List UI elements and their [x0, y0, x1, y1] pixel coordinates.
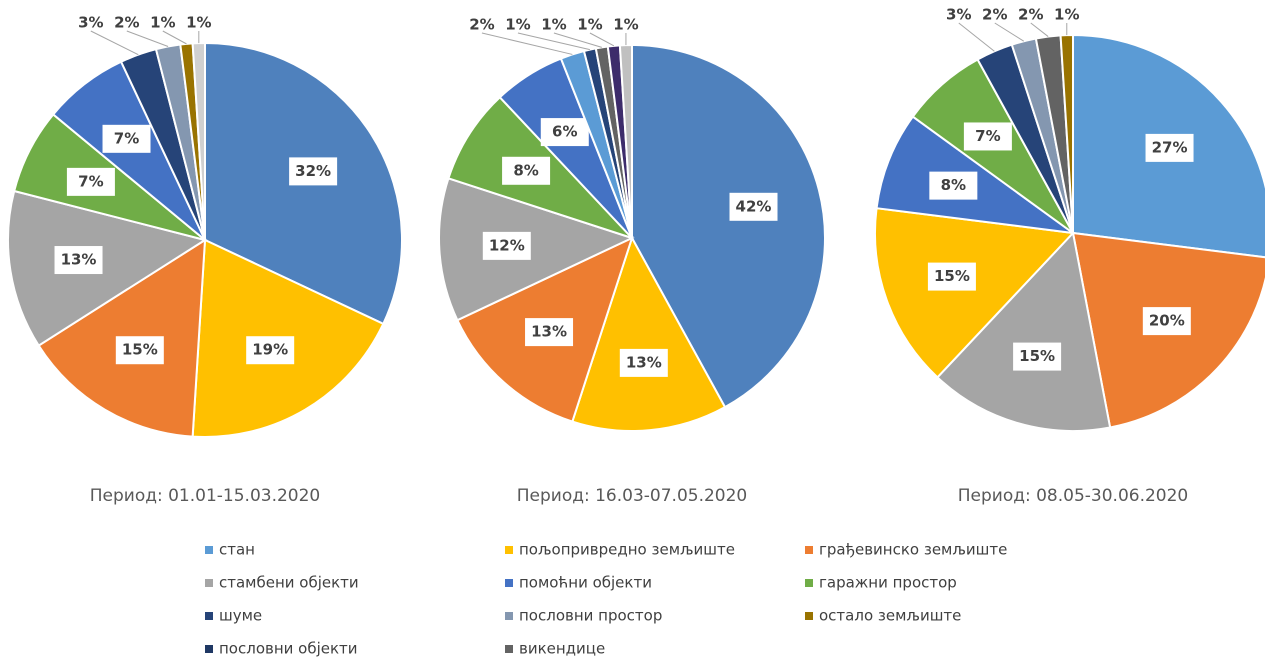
legend-label: стамбени објекти: [219, 574, 359, 592]
pie-slice: [631, 43, 826, 409]
label-box: [929, 171, 978, 200]
label-box: [540, 118, 589, 147]
leader-line: [481, 32, 573, 55]
data-label: 3%: [946, 6, 971, 24]
data-label: 2%: [469, 16, 494, 34]
legend-swatch: [805, 546, 813, 554]
legend-swatch: [205, 645, 213, 653]
label-box: [525, 318, 574, 347]
legend-label: помоћни објекти: [519, 574, 652, 592]
data-label: 6%: [552, 123, 577, 141]
data-label: 1%: [1054, 6, 1079, 24]
data-label: 2%: [1018, 6, 1043, 24]
leader-line: [958, 22, 995, 52]
legend-label: остало земљиште: [819, 607, 961, 625]
data-label: 15%: [1019, 347, 1055, 365]
label-box: [102, 124, 151, 153]
legend-swatch: [805, 579, 813, 587]
label-box: [1145, 133, 1194, 162]
label-box: [54, 246, 103, 275]
leader-line: [553, 32, 602, 48]
data-label: 7%: [114, 129, 139, 147]
pie-slice: [936, 230, 1112, 432]
label-box: [729, 192, 778, 221]
data-label: 1%: [577, 16, 602, 34]
label-box: [502, 156, 551, 185]
leader-line: [517, 32, 591, 51]
leader-line: [589, 32, 615, 47]
caption: Период: 08.05-30.06.2020: [958, 486, 1189, 506]
label-box: [66, 167, 115, 196]
data-label: 32%: [295, 162, 331, 180]
label-box: [289, 157, 338, 186]
data-label: 12%: [489, 236, 525, 254]
pie-slice: [1059, 33, 1074, 234]
leader-line: [1030, 22, 1049, 37]
leader-line: [126, 30, 169, 47]
data-label: 15%: [122, 341, 158, 359]
legend-label: викендице: [519, 640, 605, 658]
label-box: [246, 336, 295, 365]
legend-label: пословни објекти: [219, 640, 358, 658]
data-label: 8%: [941, 176, 966, 194]
leader-line: [162, 30, 187, 45]
label-box: [619, 348, 668, 377]
label-box: [482, 231, 531, 260]
pie-slice: [438, 177, 635, 322]
data-label: 2%: [982, 6, 1007, 24]
data-label: 13%: [626, 353, 662, 371]
label-box: [1013, 342, 1062, 371]
data-label: 15%: [934, 267, 970, 285]
data-label: 1%: [186, 14, 211, 32]
pie-slice: [571, 235, 727, 432]
legend-label: пословни простор: [519, 607, 662, 625]
legend-swatch: [505, 546, 513, 554]
legend-swatch: [505, 579, 513, 587]
label-box: [115, 336, 164, 365]
data-label: 20%: [1149, 312, 1185, 330]
data-label: 1%: [613, 16, 638, 34]
legend-label: грађевинско земљиште: [819, 541, 1007, 559]
data-label: 8%: [513, 161, 538, 179]
legend-swatch: [505, 612, 513, 620]
caption: Период: 16.03-07.05.2020: [517, 486, 748, 506]
leader-line: [994, 22, 1025, 42]
data-label: 13%: [61, 251, 97, 269]
label-box: [1142, 307, 1191, 336]
data-label: 27%: [1152, 138, 1188, 156]
data-label: 7%: [78, 172, 103, 190]
data-label: 19%: [252, 341, 288, 359]
legend-swatch: [205, 546, 213, 554]
data-label: 2%: [114, 14, 139, 32]
legend-label: пољопривредно земљиште: [519, 541, 735, 559]
data-label: 42%: [736, 197, 772, 215]
caption: Период: 01.01-15.03.2020: [90, 486, 321, 506]
legend-label: гаражни простор: [819, 574, 957, 592]
leader-line: [90, 30, 139, 56]
data-label: 7%: [975, 127, 1000, 145]
legend-label: стан: [219, 541, 255, 559]
legend-label: шуме: [219, 607, 262, 625]
data-label: 1%: [541, 16, 566, 34]
pie-slice: [7, 189, 208, 347]
data-label: 3%: [78, 14, 103, 32]
pie-slice: [874, 207, 1076, 379]
data-label: 1%: [150, 14, 175, 32]
data-label: 13%: [531, 323, 567, 341]
legend-swatch: [205, 579, 213, 587]
label-box: [927, 262, 976, 291]
legend-swatch: [505, 645, 513, 653]
data-label: 1%: [505, 16, 530, 34]
legend-swatch: [805, 612, 813, 620]
legend-swatch: [205, 612, 213, 620]
label-box: [963, 122, 1012, 151]
